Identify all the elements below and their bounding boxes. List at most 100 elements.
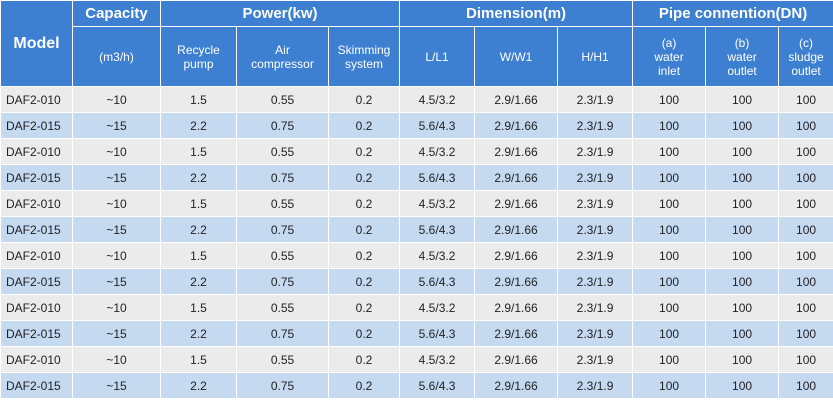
- cell-h-h1: 2.3/1.9: [557, 164, 634, 191]
- cell-capacity: ~15: [72, 112, 161, 139]
- header-water-outlet: (b) water outlet: [705, 26, 780, 87]
- cell-model: DAF2-015: [0, 216, 73, 243]
- cell-model: DAF2-010: [0, 346, 73, 373]
- cell-recycle-pump: 2.2: [160, 216, 237, 243]
- cell-w-w1: 2.9/1.66: [474, 190, 559, 217]
- header-sludge-outlet-line: outlet: [791, 63, 821, 78]
- header-air-compressor-line: Air: [275, 42, 290, 57]
- header-sludge-outlet-line: sludge: [788, 49, 824, 64]
- cell-air-compressor: 0.55: [236, 294, 329, 321]
- cell-l-l1: 5.6/4.3: [399, 112, 476, 139]
- table-row: DAF2-015 ~15 2.2 0.75 0.2 5.6/4.3 2.9/1.66 2.3/…: [0, 372, 833, 399]
- header-w-w1: W/W1: [474, 26, 559, 87]
- cell-skimming-system: 0.2: [327, 138, 401, 165]
- header-water-outlet-line: outlet: [727, 63, 757, 78]
- cell-sludge-outlet: 100: [778, 242, 833, 269]
- table-row: DAF2-010 ~10 1.5 0.55 0.2 4.5/3.2 2.9/1.66 2.3/…: [0, 346, 833, 373]
- cell-l-l1: 4.5/3.2: [399, 190, 476, 217]
- cell-capacity: ~15: [72, 164, 161, 191]
- cell-recycle-pump: 2.2: [160, 372, 237, 399]
- cell-model: DAF2-015: [0, 320, 73, 347]
- cell-l-l1: 5.6/4.3: [399, 372, 476, 399]
- cell-water-inlet: 100: [632, 268, 707, 295]
- table-row: DAF2-015 ~15 2.2 0.75 0.2 5.6/4.3 2.9/1.66 2.3/…: [0, 112, 833, 139]
- cell-recycle-pump: 1.5: [160, 346, 237, 373]
- header-skimming-system-line: system: [345, 56, 384, 71]
- cell-l-l1: 4.5/3.2: [399, 294, 476, 321]
- cell-skimming-system: 0.2: [327, 242, 401, 269]
- cell-water-outlet: 100: [705, 268, 780, 295]
- cell-skimming-system: 0.2: [327, 372, 401, 399]
- cell-recycle-pump: 1.5: [160, 294, 237, 321]
- header-capacity: Capacity: [72, 0, 161, 27]
- header-h-h1: H/H1: [557, 26, 634, 87]
- cell-air-compressor: 0.55: [236, 86, 329, 113]
- cell-l-l1: 5.6/4.3: [399, 268, 476, 295]
- cell-skimming-system: 0.2: [327, 86, 401, 113]
- table-row: DAF2-010 ~10 1.5 0.55 0.2 4.5/3.2 2.9/1.66 2.3/…: [0, 242, 833, 269]
- table-row: DAF2-015 ~15 2.2 0.75 0.2 5.6/4.3 2.9/1.66 2.3/…: [0, 164, 833, 191]
- header-sludge-outlet-line: (c): [799, 35, 814, 50]
- cell-sludge-outlet: 100: [778, 138, 833, 165]
- cell-sludge-outlet: 100: [778, 112, 833, 139]
- cell-capacity: ~10: [72, 242, 161, 269]
- header-skimming-system-line: Skimming: [337, 42, 391, 57]
- cell-sludge-outlet: 100: [778, 294, 833, 321]
- cell-water-outlet: 100: [705, 190, 780, 217]
- header-model: Model: [0, 0, 73, 87]
- cell-water-outlet: 100: [705, 242, 780, 269]
- cell-w-w1: 2.9/1.66: [474, 268, 559, 295]
- cell-w-w1: 2.9/1.66: [474, 164, 559, 191]
- header-power: Power(kw): [159, 0, 401, 27]
- cell-recycle-pump: 1.5: [160, 138, 237, 165]
- cell-capacity: ~15: [72, 268, 161, 295]
- cell-water-outlet: 100: [705, 372, 780, 399]
- cell-water-outlet: 100: [705, 346, 780, 373]
- cell-model: DAF2-010: [0, 242, 73, 269]
- cell-recycle-pump: 1.5: [160, 242, 237, 269]
- cell-skimming-system: 0.2: [327, 346, 401, 373]
- cell-h-h1: 2.3/1.9: [557, 372, 634, 399]
- cell-w-w1: 2.9/1.66: [474, 112, 559, 139]
- cell-model: DAF2-010: [0, 86, 73, 113]
- header-l-l1: L/L1: [399, 26, 476, 87]
- cell-l-l1: 5.6/4.3: [399, 216, 476, 243]
- header-dimension: Dimension(m): [399, 0, 634, 27]
- cell-recycle-pump: 1.5: [160, 190, 237, 217]
- cell-h-h1: 2.3/1.9: [557, 294, 634, 321]
- cell-skimming-system: 0.2: [327, 294, 401, 321]
- header-skimming-system: Skimming system: [327, 26, 401, 87]
- cell-skimming-system: 0.2: [327, 190, 401, 217]
- cell-l-l1: 4.5/3.2: [399, 242, 476, 269]
- cell-air-compressor: 0.75: [236, 268, 329, 295]
- header-capacity-unit: (m3/h): [72, 26, 161, 87]
- cell-w-w1: 2.9/1.66: [474, 138, 559, 165]
- header-water-inlet: (a) water inlet: [632, 26, 707, 87]
- cell-water-inlet: 100: [632, 112, 707, 139]
- cell-air-compressor: 0.75: [236, 216, 329, 243]
- cell-air-compressor: 0.75: [236, 320, 329, 347]
- cell-h-h1: 2.3/1.9: [557, 320, 634, 347]
- table-row: DAF2-010 ~10 1.5 0.55 0.2 4.5/3.2 2.9/1.66 2.3/…: [0, 138, 833, 165]
- cell-recycle-pump: 2.2: [160, 268, 237, 295]
- cell-h-h1: 2.3/1.9: [557, 138, 634, 165]
- cell-w-w1: 2.9/1.66: [474, 216, 559, 243]
- cell-water-outlet: 100: [705, 216, 780, 243]
- header-water-inlet-line: inlet: [658, 63, 681, 78]
- header-recycle-pump-line: Recycle: [177, 42, 220, 57]
- header-sludge-outlet: (c) sludge outlet: [778, 26, 833, 87]
- cell-model: DAF2-015: [0, 112, 73, 139]
- cell-h-h1: 2.3/1.9: [557, 190, 634, 217]
- cell-recycle-pump: 2.2: [160, 164, 237, 191]
- cell-w-w1: 2.9/1.66: [474, 242, 559, 269]
- cell-air-compressor: 0.55: [236, 346, 329, 373]
- header-pipe-connection: Pipe connention(DN): [632, 0, 833, 27]
- cell-capacity: ~15: [72, 216, 161, 243]
- cell-w-w1: 2.9/1.66: [474, 320, 559, 347]
- cell-capacity: ~10: [72, 346, 161, 373]
- table-row: DAF2-010 ~10 1.5 0.55 0.2 4.5/3.2 2.9/1.66 2.3/…: [0, 86, 833, 113]
- cell-w-w1: 2.9/1.66: [474, 372, 559, 399]
- cell-capacity: ~10: [72, 294, 161, 321]
- cell-capacity: ~10: [72, 190, 161, 217]
- cell-water-outlet: 100: [705, 112, 780, 139]
